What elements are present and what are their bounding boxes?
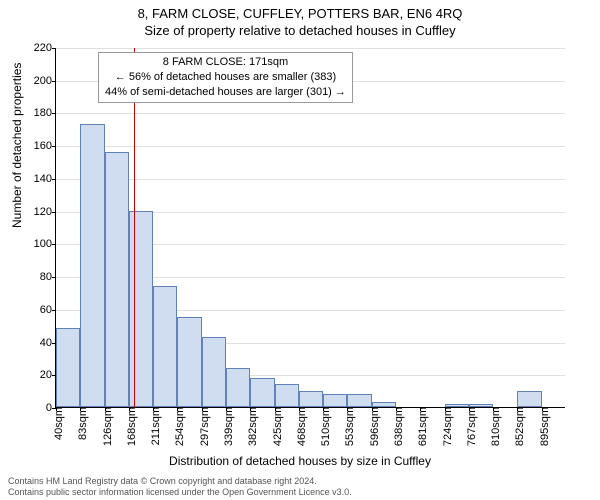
x-tick-mark xyxy=(153,407,154,411)
x-tick-label: 681sqm xyxy=(411,407,429,446)
histogram-bar xyxy=(517,391,541,407)
footer-attribution: Contains HM Land Registry data © Crown c… xyxy=(8,476,352,499)
annotation-box: 8 FARM CLOSE: 171sqm← 56% of detached ho… xyxy=(98,52,353,103)
x-tick-mark xyxy=(396,407,397,411)
y-tick-mark xyxy=(52,244,56,245)
annotation-line: 44% of semi-detached houses are larger (… xyxy=(105,85,346,100)
x-tick-mark xyxy=(129,407,130,411)
x-tick-mark xyxy=(56,407,57,411)
x-tick-mark xyxy=(542,407,543,411)
y-axis-label: Number of detached properties xyxy=(10,63,24,228)
grid-line xyxy=(56,48,565,49)
x-tick-mark xyxy=(80,407,81,411)
x-tick-label: 510sqm xyxy=(314,407,332,446)
x-tick-label: 254sqm xyxy=(168,407,186,446)
histogram-bar xyxy=(202,337,226,407)
x-tick-mark xyxy=(202,407,203,411)
annotation-line: 8 FARM CLOSE: 171sqm xyxy=(105,55,346,70)
x-tick-mark xyxy=(445,407,446,411)
histogram-bar xyxy=(129,211,153,407)
histogram-bar xyxy=(56,328,80,407)
x-tick-mark xyxy=(177,407,178,411)
grid-line xyxy=(56,113,565,114)
histogram-bar xyxy=(80,124,104,407)
histogram-bar xyxy=(299,391,323,407)
footer-line-2: Contains public sector information licen… xyxy=(8,487,352,498)
x-tick-label: 724sqm xyxy=(436,407,454,446)
histogram-bar xyxy=(347,394,371,407)
x-tick-mark xyxy=(469,407,470,411)
x-tick-label: 297sqm xyxy=(193,407,211,446)
x-tick-mark xyxy=(250,407,251,411)
x-tick-mark xyxy=(493,407,494,411)
y-tick-mark xyxy=(52,146,56,147)
y-tick-mark xyxy=(52,277,56,278)
x-tick-label: 553sqm xyxy=(338,407,356,446)
annotation-line: ← 56% of detached houses are smaller (38… xyxy=(105,70,346,85)
y-tick-mark xyxy=(52,113,56,114)
histogram-chart: 02040608010012014016018020022040sqm83sqm… xyxy=(55,48,565,408)
x-tick-label: 810sqm xyxy=(484,407,502,446)
x-tick-mark xyxy=(105,407,106,411)
histogram-bar xyxy=(153,286,177,407)
x-tick-label: 852sqm xyxy=(508,407,526,446)
x-tick-mark xyxy=(517,407,518,411)
x-tick-label: 339sqm xyxy=(217,407,235,446)
x-tick-mark xyxy=(299,407,300,411)
x-tick-mark xyxy=(372,407,373,411)
x-tick-label: 40sqm xyxy=(47,407,65,440)
x-tick-label: 895sqm xyxy=(533,407,551,446)
x-tick-label: 211sqm xyxy=(144,407,162,445)
footer-line-1: Contains HM Land Registry data © Crown c… xyxy=(8,476,352,487)
x-tick-mark xyxy=(226,407,227,411)
y-tick-mark xyxy=(52,48,56,49)
x-tick-mark xyxy=(275,407,276,411)
y-tick-mark xyxy=(52,179,56,180)
x-tick-label: 425sqm xyxy=(266,407,284,446)
y-tick-mark xyxy=(52,212,56,213)
title-sub: Size of property relative to detached ho… xyxy=(0,21,600,38)
x-axis-label: Distribution of detached houses by size … xyxy=(0,454,600,468)
x-tick-label: 638sqm xyxy=(387,407,405,446)
x-tick-label: 168sqm xyxy=(120,407,138,446)
x-tick-mark xyxy=(347,407,348,411)
x-tick-label: 382sqm xyxy=(241,407,259,446)
histogram-bar xyxy=(250,378,274,407)
x-tick-label: 468sqm xyxy=(290,407,308,446)
histogram-bar xyxy=(275,384,299,407)
grid-line xyxy=(56,179,565,180)
plot-area: 02040608010012014016018020022040sqm83sqm… xyxy=(55,48,565,408)
x-tick-label: 83sqm xyxy=(71,407,89,440)
histogram-bar xyxy=(226,368,250,407)
grid-line xyxy=(56,146,565,147)
x-tick-mark xyxy=(420,407,421,411)
x-tick-mark xyxy=(323,407,324,411)
histogram-bar xyxy=(105,152,129,407)
histogram-bar xyxy=(177,317,201,407)
y-tick-mark xyxy=(52,81,56,82)
x-tick-label: 126sqm xyxy=(96,407,114,446)
x-tick-label: 596sqm xyxy=(363,407,381,446)
histogram-bar xyxy=(323,394,347,407)
x-tick-label: 767sqm xyxy=(460,407,478,446)
title-main: 8, FARM CLOSE, CUFFLEY, POTTERS BAR, EN6… xyxy=(0,0,600,21)
y-tick-mark xyxy=(52,310,56,311)
